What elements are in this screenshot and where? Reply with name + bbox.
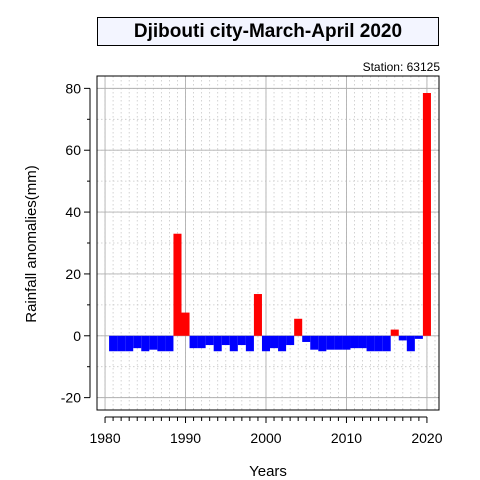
bar-1992 [197,335,206,349]
bar-1981 [109,335,118,352]
y-tick-label: 0 [73,328,81,344]
chart-title: Djibouti city-March-April 2020 [97,17,439,46]
bar-1993 [205,335,214,346]
bar-2012 [358,335,367,349]
bar-1984 [133,335,142,349]
bar-2006 [310,335,319,350]
bar-1999 [253,294,262,336]
bar-2019 [414,335,423,339]
x-tick-label: 1990 [170,430,201,446]
x-tick-label: 2020 [411,430,442,446]
bar-2003 [286,335,295,346]
bar-1987 [157,335,166,352]
bar-2007 [318,335,327,352]
bar-1985 [141,335,150,352]
bar-2017 [398,335,407,341]
bar-1997 [237,335,246,346]
bar-1983 [125,335,134,352]
bar-2016 [390,329,399,336]
bar-1998 [245,335,254,352]
bars-group [109,93,431,352]
bar-2002 [278,335,287,352]
bar-2005 [302,335,311,342]
x-tick-label: 1980 [89,430,120,446]
bar-2013 [366,335,375,352]
plot-frame [96,75,440,411]
bar-1996 [229,335,238,352]
grid-lines [96,76,439,410]
x-axis-title: Years [249,463,287,480]
y-tick-label: 40 [65,204,81,220]
y-axis-title: Rainfall anomalies(mm) [23,165,40,323]
bar-1988 [165,335,174,352]
bar-2004 [294,318,303,336]
y-tick-label: 20 [65,266,81,282]
bar-2001 [270,335,279,349]
bar-1995 [221,335,230,346]
bar-2009 [334,335,343,350]
bar-2008 [326,335,335,350]
x-tick-label: 2000 [250,430,281,446]
station-label: Station: 63125 [362,60,440,74]
bar-2020 [422,93,431,336]
x-tick-label: 2010 [331,430,362,446]
y-tick-label: 60 [65,142,81,158]
axes-group: -20 0 20 40 60 80 1980 1990 2000 2010 2020 [61,80,443,446]
bar-2011 [350,335,359,349]
bar-1994 [213,335,222,352]
bar-1989 [173,233,182,336]
y-tick-label: -20 [61,390,81,406]
bar-1986 [149,335,158,350]
bar-2014 [374,335,383,352]
bar-1991 [189,335,198,349]
bar-1982 [117,335,126,352]
y-tick-label: 80 [65,80,81,96]
bar-2018 [406,335,415,352]
bar-2010 [342,335,351,350]
bar-1990 [181,312,190,336]
bar-2000 [261,335,271,352]
bar-2015 [382,335,391,352]
